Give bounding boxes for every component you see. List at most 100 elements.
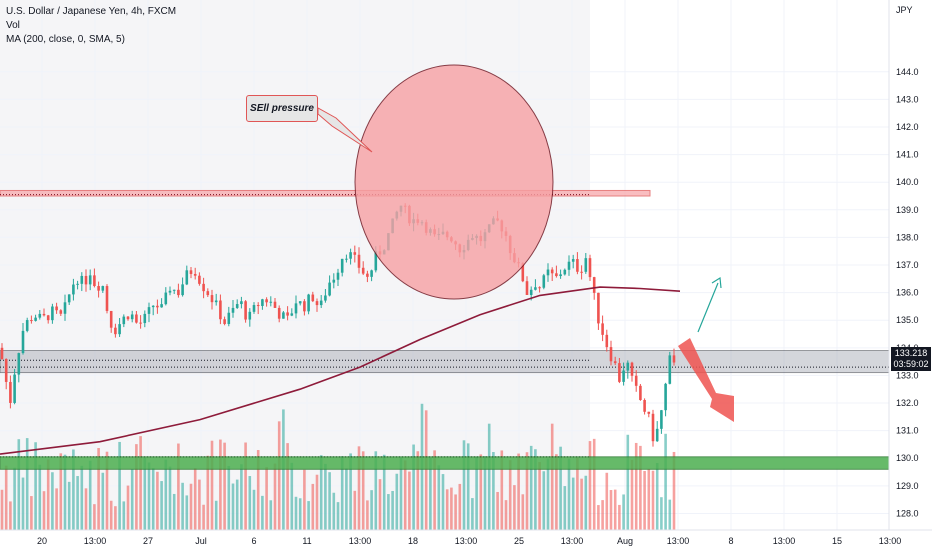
candle-body <box>345 258 348 260</box>
volume-bar <box>630 459 634 530</box>
candle-body <box>576 259 579 272</box>
volume-bar <box>399 457 403 530</box>
volume-bar <box>256 450 260 530</box>
volume-bar <box>571 477 575 530</box>
volume-bar <box>366 500 369 530</box>
currency-label: JPY <box>896 5 913 15</box>
volume-bar <box>122 501 126 530</box>
volume-bar <box>483 456 487 530</box>
range-zone <box>0 350 890 374</box>
time-axis-bg[interactable] <box>0 530 932 550</box>
candle-body <box>630 362 634 376</box>
price-tick-label: 142.0 <box>896 122 919 132</box>
volume-legend[interactable]: Vol <box>6 20 20 31</box>
moving-average <box>0 286 681 455</box>
candle-body <box>584 258 588 272</box>
volume-bar <box>139 436 142 530</box>
drawings[interactable] <box>317 64 734 422</box>
time-tick-label: 6 <box>251 536 256 546</box>
volume-bar <box>101 472 105 530</box>
volume-bar <box>223 442 226 530</box>
volume-bar <box>462 440 466 530</box>
candle-body <box>580 271 583 273</box>
volume-bar <box>416 451 420 530</box>
volume-bar <box>177 443 180 530</box>
volume-bar <box>156 471 159 530</box>
volume-bar <box>664 433 667 530</box>
volume-bar <box>546 458 550 530</box>
time-tick-label: 8 <box>728 536 733 546</box>
candle-body <box>17 353 21 375</box>
candle-body <box>219 300 222 320</box>
volume-bar <box>147 462 151 530</box>
volume-bar <box>412 444 415 530</box>
candle-body <box>84 275 88 285</box>
price-axis-bg[interactable] <box>889 0 932 530</box>
volume-bar <box>454 494 457 530</box>
candle-body <box>265 299 268 303</box>
candle-body <box>139 322 142 324</box>
candle-body <box>651 413 655 442</box>
candle-body <box>311 294 315 302</box>
candle-body <box>261 299 264 306</box>
volume-bar <box>4 465 8 530</box>
volume-bar <box>521 494 525 530</box>
volume-bar <box>93 504 96 530</box>
time-tick-label: 20 <box>37 536 47 546</box>
candle-body <box>622 370 625 382</box>
candle-body <box>332 279 336 283</box>
resistance-zone <box>0 189 651 197</box>
volume-bar <box>59 453 63 530</box>
volume-bar <box>332 492 336 530</box>
volume-bar <box>189 483 193 530</box>
candle-body <box>664 383 667 411</box>
sell-pressure-callout[interactable]: SEll pressure <box>246 95 318 122</box>
volume-bar <box>286 443 289 530</box>
time-tick-label: 25 <box>514 536 524 546</box>
volume-bar <box>437 465 441 530</box>
volume-bar <box>34 442 37 530</box>
candle-body <box>357 254 361 268</box>
candle-body <box>168 290 172 293</box>
candle-body <box>529 289 533 295</box>
candle-body <box>374 251 378 271</box>
candle-body <box>546 269 550 276</box>
volume-bar <box>492 452 495 530</box>
price-tick-label: 132.0 <box>896 398 919 408</box>
time-tick-label: 13:00 <box>84 536 107 546</box>
price-zones[interactable] <box>0 189 890 470</box>
volume-bar <box>576 457 579 530</box>
candle-body <box>647 411 651 414</box>
candle-body <box>366 273 369 277</box>
ma-legend[interactable]: MA (200, close, 0, SMA, 5) <box>6 34 125 45</box>
candle-body <box>172 289 176 291</box>
candle-body <box>328 282 331 296</box>
volume-bar <box>13 467 16 530</box>
candle-body <box>613 361 617 364</box>
candle-body <box>643 399 646 412</box>
candle-body <box>38 313 42 318</box>
price-tick-label: 135.0 <box>896 315 919 325</box>
volume-bar <box>311 483 315 530</box>
volume-bar <box>202 504 205 530</box>
candle-body <box>256 305 260 307</box>
candle-body <box>567 261 571 270</box>
volume-bar <box>181 482 184 530</box>
symbol-title[interactable]: U.S. Dollar / Japanese Yen, 4h, FXCM <box>6 6 177 17</box>
volume-bar <box>345 468 348 530</box>
volume-bar <box>227 465 231 530</box>
volume-bar <box>408 471 411 530</box>
volume-bar <box>303 469 306 530</box>
candle-body <box>25 320 29 331</box>
candle-body <box>660 410 663 429</box>
candle-body <box>294 303 298 314</box>
candle-body <box>315 301 319 306</box>
last-price-tag: 133.218 03:59:02 <box>891 347 931 371</box>
price-tick-label: 137.0 <box>896 260 919 270</box>
time-tick-label: 13:00 <box>349 536 372 546</box>
volume-bar <box>475 457 478 530</box>
candle-body <box>235 304 239 308</box>
volume-bar <box>672 451 676 530</box>
candle-body <box>214 300 218 303</box>
